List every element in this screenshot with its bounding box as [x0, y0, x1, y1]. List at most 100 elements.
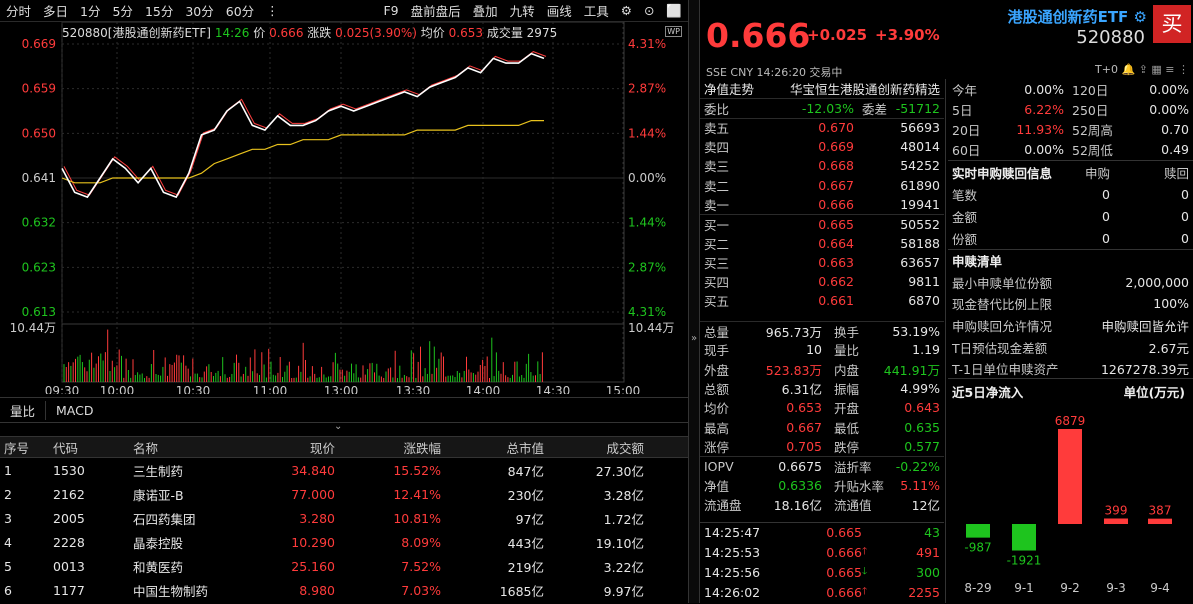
- bid-volume: 58188: [900, 235, 940, 251]
- column-header-3[interactable]: 现价: [309, 440, 335, 456]
- index-name: 华宝恒生港股通创新药精选: [789, 82, 940, 98]
- column-header-0[interactable]: 序号: [4, 440, 30, 456]
- toolbar-right-item-1[interactable]: 盘前盘后: [410, 4, 461, 19]
- perf-label: 5日: [952, 102, 973, 118]
- bid-price: 0.665: [818, 216, 854, 232]
- bid-volume: 63657: [900, 254, 940, 270]
- column-header-4[interactable]: 涨跌幅: [403, 440, 441, 456]
- stat-value-2: -0.22%: [895, 458, 940, 474]
- ask-row[interactable]: 卖二 0.667 61890: [700, 175, 944, 194]
- table-row[interactable]: 2 2162 康诺亚-B 77.000 12.41% 230亿 3.28亿: [0, 482, 688, 506]
- sublist-label: 现金替代比例上限: [952, 297, 1053, 313]
- table-cell: 7.52%: [401, 558, 441, 574]
- nav-row: 净值走势 华宝恒生港股通创新药精选: [700, 79, 944, 98]
- tick-price: 0.666: [826, 545, 862, 561]
- chart-svg[interactable]: 0.669 4.31% 0.659 2.87% 0.650 1.44% 0.641 0.00%…: [0, 22, 688, 394]
- more-icon[interactable]: ⋮: [1178, 63, 1189, 76]
- toolbar-item-4[interactable]: 15分: [144, 4, 174, 19]
- indicator-tab-0[interactable]: 量比: [0, 400, 47, 420]
- table-row[interactable]: 4 2228 晶泰控股 10.290 8.09% 443亿 19.10亿: [0, 530, 688, 554]
- stat-row: 外盘 523.83万 内盘 441.91万: [700, 360, 944, 379]
- share-icon[interactable]: ⇪: [1138, 63, 1148, 76]
- volume-tick-label: 10.44万: [10, 321, 56, 335]
- gear-icon[interactable]: ⚙: [620, 3, 632, 18]
- column-header-2[interactable]: 名称: [133, 440, 159, 456]
- chart-code-name: 520880[港股通创新药ETF]: [62, 26, 211, 40]
- security-name[interactable]: 港股通创新药ETF ⚙: [1008, 6, 1147, 27]
- grid-icon[interactable]: ▦: [1151, 63, 1162, 76]
- constituents-table: 序号 代码 名称 现价 涨跌幅 总市值 成交额 1 1530 三生制药 34.840 15.52% 84…: [0, 436, 688, 602]
- table-row[interactable]: 6 1177 中国生物制药 8.980 7.03% 1685亿 9.97亿: [0, 578, 688, 602]
- table-cell: 25.160: [291, 558, 335, 574]
- bid-row[interactable]: 买二 0.664 58188: [700, 233, 944, 252]
- sublist-value: 100%: [1153, 296, 1189, 312]
- quote-stats: 总量 965.73万 换手 53.19% 现手 10 量比 1.19 外盘 523.83万 内盘 44…: [700, 321, 944, 514]
- stat-label: 最高: [704, 420, 730, 436]
- panel-splitter[interactable]: »: [688, 0, 700, 603]
- ask-price: 0.668: [818, 158, 854, 174]
- pct-tick-label: 1.44%: [628, 216, 666, 230]
- toolbar-right-item-3[interactable]: 九转: [509, 4, 535, 19]
- table-row[interactable]: 3 2005 石四药集团 3.280 10.81% 97亿 1.72亿: [0, 506, 688, 530]
- table-cell: 15.52%: [393, 462, 441, 478]
- buy-button[interactable]: 买: [1153, 5, 1191, 43]
- realtime-sub: 0: [1102, 186, 1110, 202]
- indicator-tabs: 量比 MACD: [0, 397, 688, 423]
- bid-row[interactable]: 买五 0.661 6870: [700, 291, 944, 310]
- stat-value: 0.705: [786, 438, 822, 454]
- performance-panel: 今年 0.00% 120日 0.00% 5日 6.22% 250日 0.00% 20日 11.93…: [948, 79, 1193, 159]
- stat-row: 涨停 0.705 跌停 0.577: [700, 437, 944, 456]
- table-cell: 34.840: [291, 462, 335, 478]
- ask-row[interactable]: 卖五 0.670 56693: [700, 117, 944, 137]
- column-header-6[interactable]: 成交额: [606, 440, 644, 456]
- toolbar-item-7[interactable]: ⋮: [266, 3, 279, 18]
- view-icon[interactable]: ⊙: [643, 3, 655, 18]
- flow-date-label: 9-1: [1014, 581, 1034, 595]
- bid-row[interactable]: 买一 0.665 50552: [700, 214, 944, 233]
- stat-row: 净值 0.6336 升贴水率 5.11%: [700, 475, 944, 494]
- list-icon[interactable]: ≡: [1165, 63, 1175, 76]
- stat-row: 最高 0.667 最低 0.635: [700, 417, 944, 436]
- indicator-tab-1[interactable]: MACD: [56, 402, 94, 418]
- chevron-down-icon[interactable]: ⌄: [334, 421, 343, 432]
- toolbar-item-1[interactable]: 多日: [43, 4, 69, 19]
- toolbar-right-item-2[interactable]: 叠加: [472, 4, 498, 19]
- toolbar-right-item-0[interactable]: F9: [383, 3, 399, 18]
- column-header-1[interactable]: 代码: [53, 440, 79, 456]
- stat-label-2: 量比: [834, 343, 860, 359]
- toolbar-right-item-4[interactable]: 画线: [546, 4, 572, 19]
- ask-row[interactable]: 卖三 0.668 54252: [700, 156, 944, 175]
- maximize-icon[interactable]: ⬜: [666, 2, 682, 18]
- toolbar-item-0[interactable]: 分时: [6, 4, 32, 19]
- toolbar-item-2[interactable]: 1分: [80, 4, 101, 19]
- toolbar-item-6[interactable]: 60分: [225, 4, 255, 19]
- toolbar-right-item-5[interactable]: 工具: [583, 4, 609, 19]
- wc-label: 委差: [862, 101, 888, 117]
- stat-label-2: 跌停: [834, 439, 860, 455]
- bid-label: 买四: [704, 275, 730, 291]
- table-row[interactable]: 5 0013 和黄医药 25.160 7.52% 219亿 3.22亿: [0, 554, 688, 578]
- x-tick-label: 15:00: [606, 384, 641, 394]
- gear-icon[interactable]: ⚙: [1133, 8, 1147, 26]
- stat-value: 0.653: [786, 400, 822, 416]
- perf-value-2: 0.70: [1161, 121, 1189, 137]
- bell-icon[interactable]: 🔔: [1121, 63, 1136, 76]
- toolbar-item-5[interactable]: 30分: [185, 4, 214, 19]
- price-label: 价: [253, 26, 266, 40]
- stat-value-2: 441.91万: [883, 362, 940, 378]
- table-row[interactable]: 1 1530 三生制药 34.840 15.52% 847亿 27.30亿: [0, 458, 688, 482]
- ask-row[interactable]: 卖一 0.666 19941: [700, 195, 944, 214]
- nav-label[interactable]: 净值走势: [704, 82, 755, 98]
- bid-row[interactable]: 买四 0.662 9811: [700, 272, 944, 291]
- tick-price: 0.666: [826, 584, 862, 600]
- ask-row[interactable]: 卖四 0.669 48014: [700, 137, 944, 156]
- bid-row[interactable]: 买三 0.663 63657: [700, 253, 944, 272]
- toolbar-item-3[interactable]: 5分: [112, 4, 133, 19]
- wp-badge[interactable]: WP: [665, 26, 682, 37]
- intraday-chart[interactable]: 0.669 4.31% 0.659 2.87% 0.650 1.44% 0.641 0.00%…: [0, 22, 688, 394]
- realtime-label: 份额: [952, 231, 978, 247]
- column-header-5[interactable]: 总市值: [506, 440, 544, 456]
- ask-label: 卖三: [704, 159, 730, 175]
- chevron-right-icon[interactable]: »: [691, 333, 698, 344]
- wb-row: 委比 -12.03% 委差 -51712: [700, 98, 944, 117]
